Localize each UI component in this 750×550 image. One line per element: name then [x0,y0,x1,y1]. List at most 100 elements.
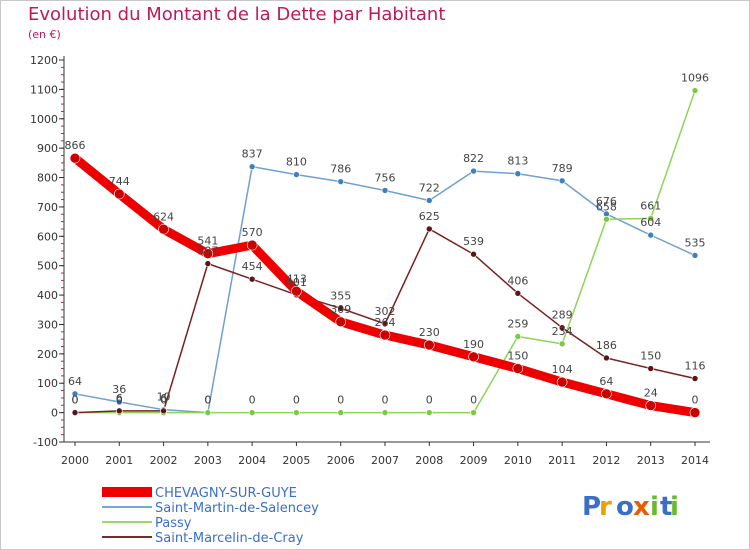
legend-label: CHEVAGNY-SUR-GUYE [155,486,297,501]
data-point [115,407,123,415]
data-point [425,225,433,233]
x-tick-label: 2014 [681,454,709,467]
x-tick-label: 2006 [327,454,355,467]
y-tick-label: 200 [37,348,58,361]
y-tick-label: 1200 [30,54,58,67]
y-tick-label: 900 [37,142,58,155]
data-label: 0 [160,394,167,407]
data-label: 230 [419,326,440,339]
data-label: 150 [507,350,528,363]
data-label: 190 [463,338,484,351]
data-label: 1096 [681,72,709,85]
data-label: 658 [596,200,617,213]
data-point [647,231,655,239]
data-label: 786 [330,163,351,176]
data-point [468,351,479,363]
data-point [71,409,79,416]
brand-letter: t [660,492,672,522]
data-point [603,215,610,223]
data-label: 259 [507,318,528,331]
data-label: 413 [286,272,307,285]
chart-subtitle: (en €) [28,28,61,41]
brand-letter: o [616,492,634,522]
data-label: 309 [330,303,351,316]
data-point [202,248,214,259]
data-point [293,409,300,416]
legend-label: Passy [155,516,192,531]
data-label: 289 [552,309,573,322]
data-label: 6 [160,392,167,405]
x-tick-label: 2005 [282,454,310,467]
data-label: 302 [375,305,396,318]
data-label: 744 [109,175,130,188]
data-point [691,375,699,382]
y-tick-label: 600 [37,230,58,243]
data-point [514,333,522,340]
data-point [691,252,699,259]
data-point [425,197,433,204]
data-point [335,316,347,328]
data-label: 625 [419,210,440,223]
data-point [204,260,212,267]
data-point [246,239,258,251]
data-label: 810 [286,156,307,169]
data-point [556,376,568,388]
data-label: 822 [463,152,484,165]
y-tick-label: 500 [37,260,58,273]
data-point [558,324,566,331]
data-label: 401 [286,276,307,289]
data-label: 0 [692,394,699,407]
x-tick-label: 2002 [150,454,178,467]
data-point [645,400,657,411]
data-point [337,409,345,416]
brand-letter: r [599,492,612,522]
data-label: 0 [470,394,477,407]
y-tick-label: 100 [37,377,58,390]
data-label: 64 [68,375,82,388]
series-line [74,89,696,414]
data-label: 0 [426,394,433,407]
y-tick-label: 1000 [30,113,58,126]
x-tick-label: 2013 [637,454,665,467]
y-tick-label: 800 [37,172,58,185]
data-label: 507 [197,245,218,258]
data-label: 0 [204,394,211,407]
data-label: 789 [552,162,573,175]
data-point [423,339,435,351]
data-point [379,329,391,341]
data-point [647,215,655,222]
data-label: 0 [204,394,211,407]
data-label: 264 [375,316,396,329]
data-point [558,177,566,185]
x-tick-label: 2011 [548,454,576,467]
legend-label: Saint-Martin-de-Salencey [155,501,319,516]
data-label: 64 [599,375,613,388]
data-point [113,188,125,200]
y-tick-label: 700 [37,201,58,214]
x-tick-label: 2010 [504,454,532,467]
data-point [514,290,522,297]
legend: CHEVAGNY-SUR-GUYESaint-Martin-de-Salence… [102,486,319,546]
data-point [514,170,522,178]
y-tick-label: 1100 [30,83,58,96]
data-point [647,365,655,372]
x-tick-label: 2003 [194,454,222,467]
data-label: 454 [242,260,263,273]
data-point [337,178,345,185]
data-label: 24 [644,387,658,400]
data-label: 570 [242,226,263,239]
data-point [689,407,701,418]
data-point [248,275,256,283]
data-label: 104 [552,363,573,376]
data-label: 837 [242,148,263,161]
data-point [248,409,256,416]
x-tick-label: 2009 [460,454,488,467]
data-label: 0 [72,394,79,407]
data-point [291,285,302,297]
brand-letter: x [633,492,650,522]
brand-letter: i [670,492,679,522]
data-point [603,354,610,362]
axes: -100010020030040050060070080090010001100… [30,54,710,467]
